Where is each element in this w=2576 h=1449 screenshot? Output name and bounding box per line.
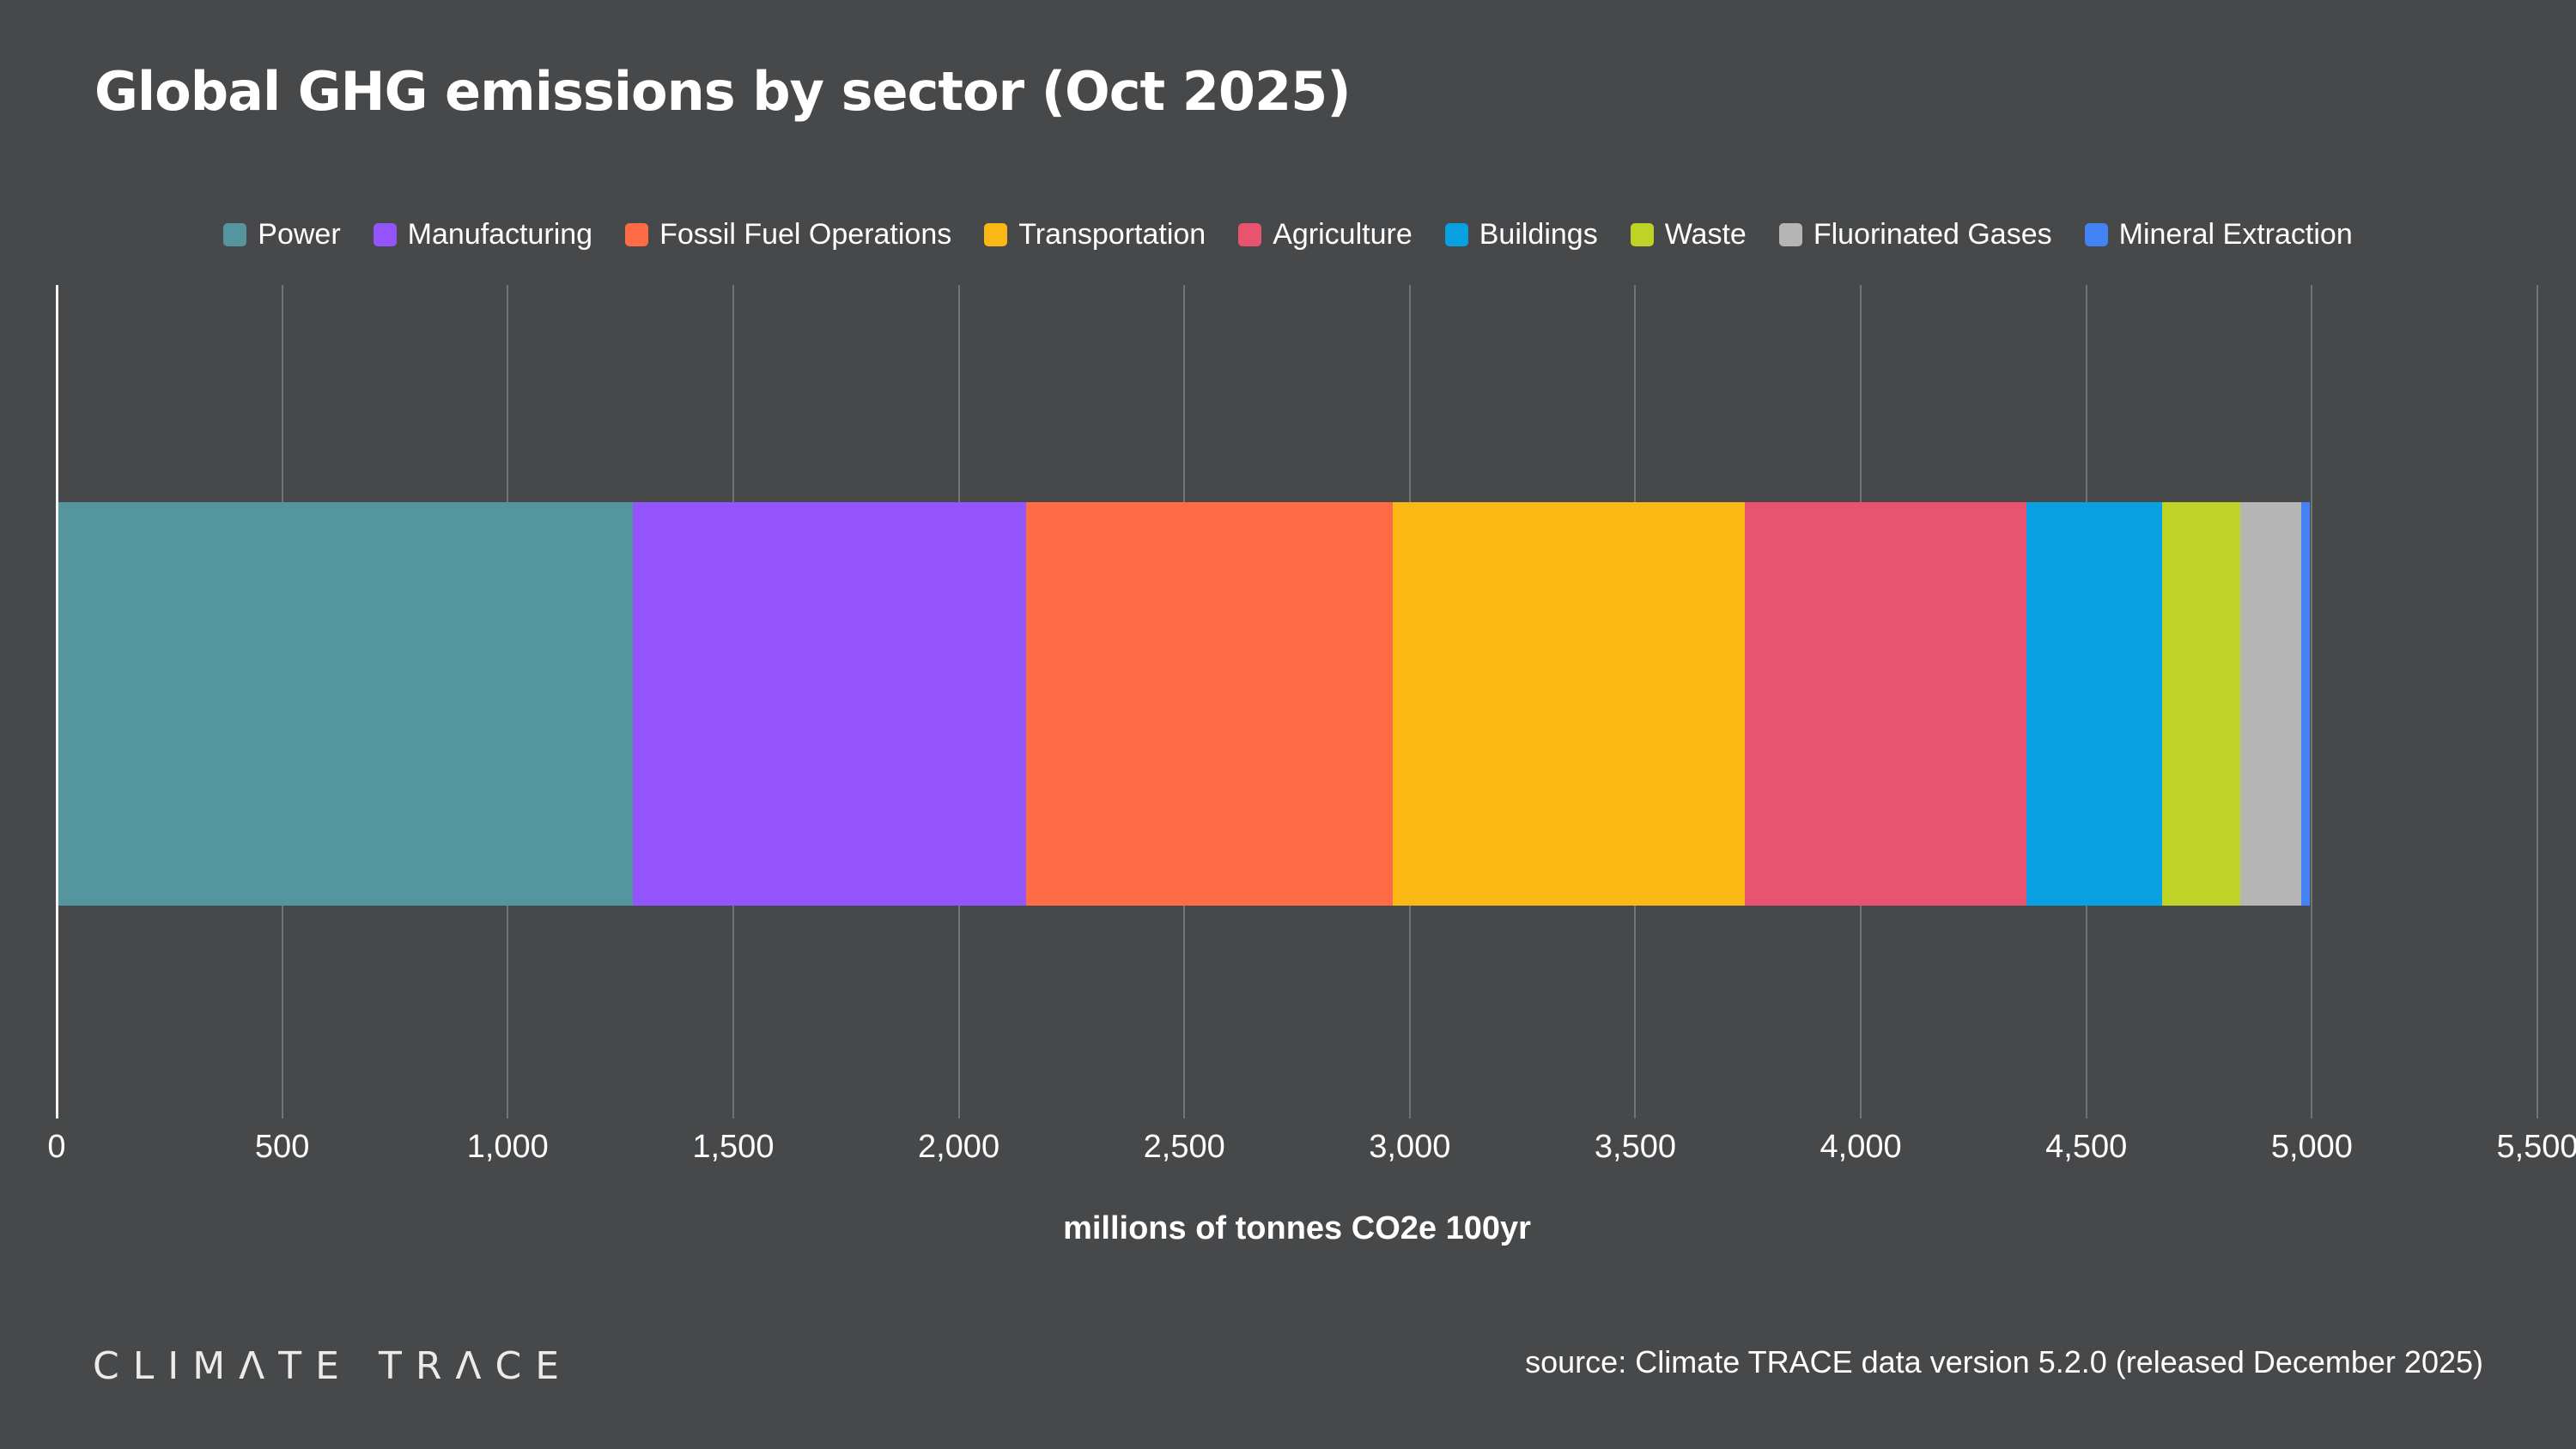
- legend: Power Manufacturing Fossil Fuel Operations…: [0, 218, 2576, 252]
- legend-item-agriculture[interactable]: Agriculture: [1238, 218, 1413, 252]
- gridline-5000: [2311, 285, 2313, 1119]
- legend-label-waste: Waste: [1664, 218, 1747, 251]
- bar-segment-manufacturing[interactable]: [632, 502, 1026, 906]
- bar-segment-fluorinated-gases[interactable]: [2240, 502, 2302, 906]
- x-tick-label-2500: 2,500: [1143, 1129, 1225, 1165]
- x-tick-label-3000: 3,000: [1369, 1129, 1451, 1165]
- legend-label-fluorinated-gases: Fluorinated Gases: [1813, 218, 2052, 251]
- legend-item-manufacturing[interactable]: Manufacturing: [373, 218, 593, 252]
- x-tick-label-1000: 1,000: [466, 1129, 549, 1165]
- legend-swatch-waste: [1630, 223, 1654, 246]
- legend-swatch-mineral-extraction: [2084, 223, 2108, 246]
- legend-swatch-agriculture: [1238, 223, 1262, 246]
- legend-swatch-fossil-fuel-operations: [625, 223, 649, 246]
- bar-segment-mineral-extraction[interactable]: [2301, 502, 2311, 906]
- legend-label-buildings: Buildings: [1479, 218, 1598, 251]
- bar-segment-fossil-fuel-operations[interactable]: [1025, 502, 1394, 906]
- legend-item-transportation[interactable]: Transportation: [984, 218, 1206, 252]
- legend-swatch-manufacturing: [373, 223, 397, 246]
- stacked-bar: [57, 502, 2311, 906]
- bar-segment-buildings[interactable]: [2026, 502, 2162, 906]
- bar-segment-agriculture[interactable]: [1744, 502, 2026, 906]
- legend-item-waste[interactable]: Waste: [1630, 218, 1747, 252]
- legend-label-fossil-fuel-operations: Fossil Fuel Operations: [659, 218, 952, 251]
- legend-swatch-transportation: [984, 223, 1008, 246]
- legend-label-transportation: Transportation: [1018, 218, 1206, 251]
- bar-segment-waste[interactable]: [2161, 502, 2241, 906]
- bar-segment-transportation[interactable]: [1393, 502, 1745, 906]
- legend-swatch-buildings: [1444, 223, 1468, 246]
- x-tick-label-5000: 5,000: [2270, 1129, 2353, 1165]
- legend-label-manufacturing: Manufacturing: [407, 218, 593, 251]
- x-tick-label-500: 500: [254, 1129, 310, 1165]
- x-tick-label-5500: 5,500: [2496, 1129, 2576, 1165]
- legend-item-power[interactable]: Power: [223, 218, 341, 252]
- x-tick-label-4500: 4,500: [2045, 1129, 2128, 1165]
- plot-area: [56, 285, 2538, 1119]
- x-tick-label-0: 0: [47, 1129, 66, 1165]
- bar-segment-power[interactable]: [57, 502, 633, 906]
- x-tick-label-3500: 3,500: [1594, 1129, 1676, 1165]
- climate-trace-logo: CLIMΛTE TRΛCE: [93, 1344, 574, 1388]
- legend-swatch-power: [223, 223, 247, 246]
- x-axis-label: millions of tonnes CO2e 100yr: [1063, 1210, 1531, 1246]
- legend-swatch-fluorinated-gases: [1778, 223, 1802, 246]
- legend-item-fluorinated-gases[interactable]: Fluorinated Gases: [1778, 218, 2052, 252]
- legend-label-power: Power: [258, 218, 341, 251]
- zero-axis-line: [56, 285, 58, 1119]
- x-tick-label-1500: 1,500: [692, 1129, 775, 1165]
- legend-item-fossil-fuel-operations[interactable]: Fossil Fuel Operations: [625, 218, 951, 252]
- x-axis: 0 500 1,000 1,500 2,000 2,500 3,000 3,500 4,000 4…: [47, 1129, 2576, 1173]
- legend-item-buildings[interactable]: Buildings: [1444, 218, 1598, 252]
- source-note: source: Climate TRACE data version 5.2.0…: [1525, 1344, 2483, 1379]
- chart-title: Global GHG emissions by sector (Oct 2025…: [94, 60, 1352, 123]
- x-tick-label-4000: 4,000: [1820, 1129, 1902, 1165]
- legend-label-mineral-extraction: Mineral Extraction: [2118, 218, 2353, 251]
- legend-item-mineral-extraction[interactable]: Mineral Extraction: [2084, 218, 2353, 252]
- x-tick-label-2000: 2,000: [917, 1129, 1000, 1165]
- gridline-5500: [2537, 285, 2538, 1119]
- legend-label-agriculture: Agriculture: [1273, 218, 1413, 251]
